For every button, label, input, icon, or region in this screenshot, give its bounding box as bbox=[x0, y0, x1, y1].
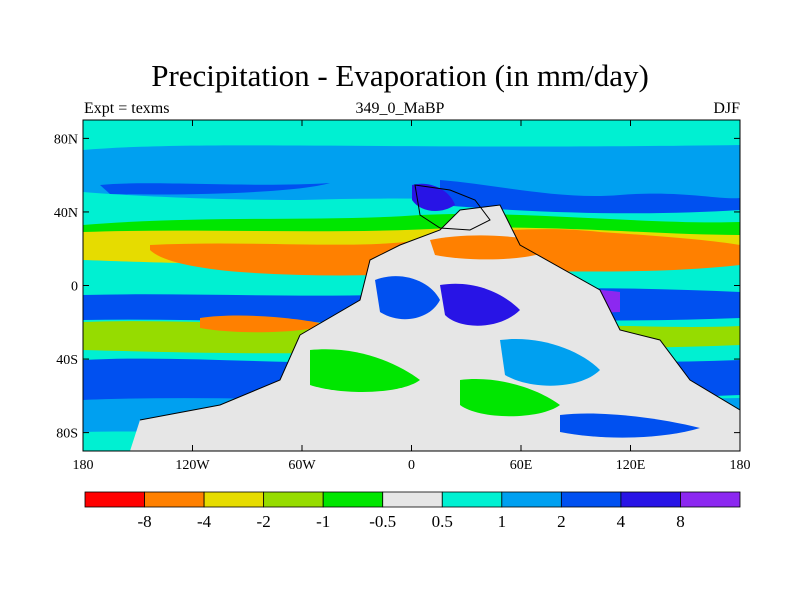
field-north-streak bbox=[100, 183, 330, 195]
x-tick-label: 180 bbox=[73, 458, 94, 473]
colorbar-label: 8 bbox=[676, 512, 685, 531]
colorbar-swatch bbox=[382, 491, 443, 508]
coastline-north bbox=[414, 184, 491, 231]
colorbar-label: -0.5 bbox=[369, 512, 396, 531]
x-tick-label: 60W bbox=[288, 458, 316, 473]
field-south-pole-blue bbox=[560, 413, 700, 438]
colorbar-label: -2 bbox=[257, 512, 271, 531]
colorbar-swatch bbox=[263, 491, 324, 508]
colorbar-label: -1 bbox=[316, 512, 330, 531]
x-tick-label: 180 bbox=[730, 458, 751, 473]
colorbar-swatch bbox=[680, 491, 741, 508]
colorbar: -8 -4 -2 -1 -0.5 0.5 1 2 4 8 bbox=[84, 491, 741, 531]
field-south-orange bbox=[200, 315, 330, 333]
field-land-north-blue bbox=[412, 183, 455, 212]
x-tick-label: 120E bbox=[616, 458, 646, 473]
colorbar-swatch bbox=[144, 491, 205, 508]
x-tick-label: 60E bbox=[510, 458, 533, 473]
coastline bbox=[139, 204, 740, 421]
field-land-lightblue bbox=[500, 339, 600, 386]
colorbar-swatch bbox=[84, 491, 145, 508]
experiment-label: Expt = texms bbox=[84, 100, 170, 117]
colorbar-label: 4 bbox=[617, 512, 626, 531]
field-storm-track-atl bbox=[440, 180, 740, 214]
time-label: 349_0_MaBP bbox=[355, 100, 445, 117]
colorbar-swatch bbox=[620, 491, 681, 508]
colorbar-swatch bbox=[560, 491, 622, 508]
field-land-blue bbox=[375, 276, 440, 320]
x-axis: 180 120W 60W 0 60E 120E 180 bbox=[73, 120, 751, 473]
season-label: DJF bbox=[713, 100, 740, 117]
colorbar-swatch bbox=[322, 491, 384, 508]
field-land-green bbox=[310, 349, 420, 392]
y-axis: 80N 40N 0 40S 80S bbox=[54, 132, 740, 442]
colorbar-swatch bbox=[441, 491, 503, 508]
y-tick-label: 80S bbox=[56, 427, 78, 442]
y-tick-label: 40N bbox=[54, 206, 78, 221]
colorbar-label: 1 bbox=[498, 512, 507, 531]
field-land-orange bbox=[430, 235, 560, 260]
y-tick-label: 40S bbox=[56, 353, 78, 368]
field-land-green2 bbox=[460, 379, 560, 417]
field-continent bbox=[130, 205, 740, 451]
colorbar-label: 2 bbox=[557, 512, 566, 531]
colorbar-label: -8 bbox=[137, 512, 151, 531]
colorbar-swatch bbox=[203, 491, 265, 508]
chart-title: Precipitation - Evaporation (in mm/day) bbox=[151, 58, 649, 93]
field-land-darkblue bbox=[440, 283, 520, 326]
colorbar-swatch bbox=[501, 491, 562, 508]
x-tick-label: 120W bbox=[175, 458, 210, 473]
y-tick-label: 80N bbox=[54, 132, 78, 147]
map-field bbox=[83, 120, 740, 451]
y-tick-label: 0 bbox=[71, 280, 78, 295]
colorbar-label: 0.5 bbox=[432, 512, 453, 531]
x-tick-label: 0 bbox=[408, 458, 415, 473]
colorbar-label: -4 bbox=[197, 512, 212, 531]
